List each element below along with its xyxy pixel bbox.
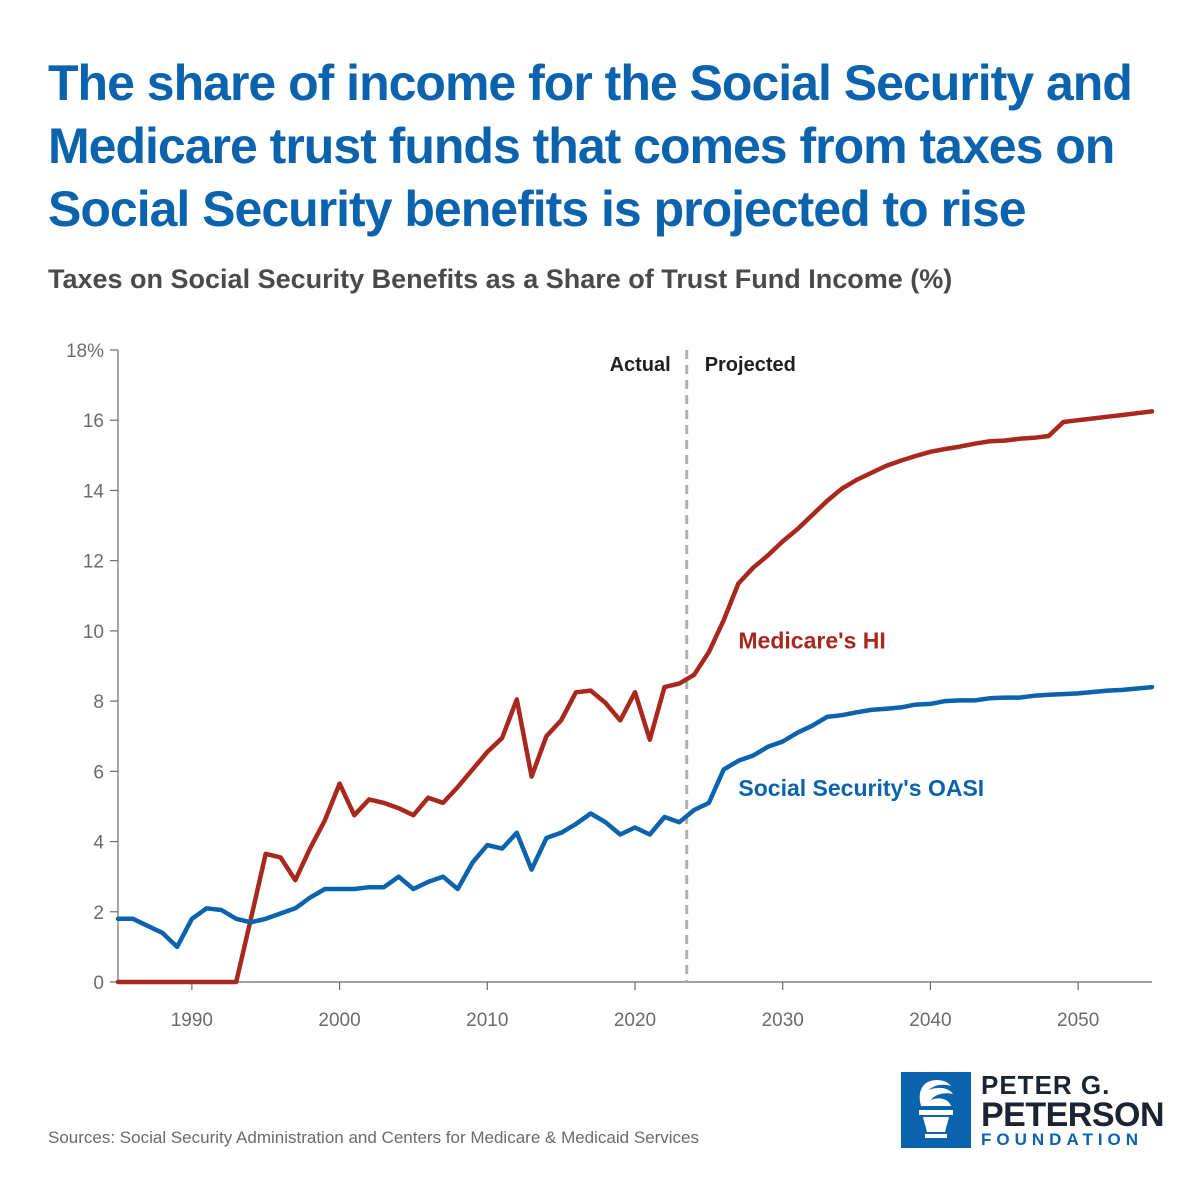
- x-tick-label: 1990: [171, 1010, 213, 1031]
- y-tick-label: 6: [93, 762, 104, 783]
- chart-subtitle: Taxes on Social Security Benefits as a S…: [48, 264, 953, 294]
- x-tick-label: 2010: [466, 1010, 508, 1031]
- chart-title: The share of income for the Social Secur…: [48, 55, 1133, 237]
- y-tick-label: 2: [93, 903, 104, 924]
- y-tick-label: 12: [83, 552, 104, 573]
- logo-text-peter-g: PETER G.: [981, 1070, 1111, 1100]
- source-note: Sources: Social Security Administration …: [48, 1128, 700, 1147]
- series-label-medicare-hi: Medicare's HI: [738, 627, 885, 653]
- x-tick-label: 2030: [762, 1010, 804, 1031]
- y-tick-label: 8: [93, 692, 104, 713]
- y-tick-label: 18%: [66, 341, 104, 362]
- series-line-medicare-hi: [115, 409, 1155, 985]
- y-tick-label: 10: [83, 622, 104, 643]
- logo-text-peterson: PETERSON: [981, 1096, 1165, 1134]
- y-tick-label: 14: [83, 481, 105, 502]
- y-tick-label: 4: [93, 833, 104, 854]
- series-line-social-security-oasi: [115, 684, 1155, 950]
- torch-icon: [901, 1072, 971, 1148]
- y-tick-label: 16: [83, 411, 104, 432]
- series-label-social-security-oasi: Social Security's OASI: [738, 775, 984, 801]
- x-tick-label: 2040: [909, 1010, 951, 1031]
- actual-label: Actual: [610, 354, 671, 376]
- x-tick-label: 2050: [1057, 1010, 1099, 1031]
- line-chart: 0 2 4 6 8 10 12 14 16 18% 1990 2000 2010 2020 2030 2040…: [66, 341, 1155, 1031]
- x-tick-label: 2020: [614, 1010, 656, 1031]
- y-tick-label: 0: [93, 973, 104, 994]
- x-tick-label: 2000: [318, 1010, 360, 1031]
- peterson-foundation-logo: PETER G. PETERSON FOUNDATION: [901, 1070, 1165, 1149]
- logo-text-foundation: FOUNDATION: [981, 1130, 1144, 1149]
- projected-label: Projected: [705, 354, 796, 376]
